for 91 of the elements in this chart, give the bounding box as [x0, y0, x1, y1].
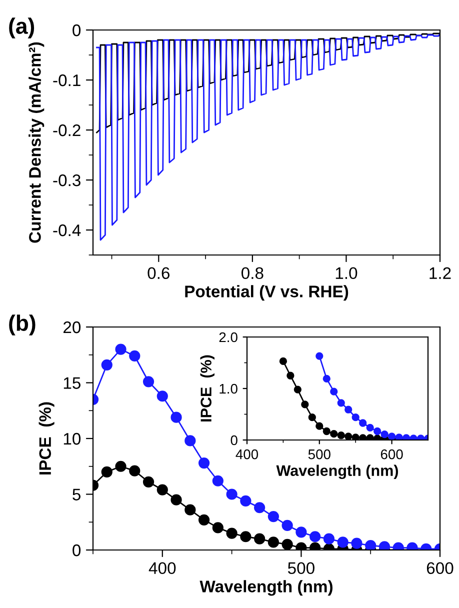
point [330, 388, 338, 396]
point [129, 465, 140, 476]
x-axis-title: Wavelength (nm) [200, 580, 332, 596]
point [366, 434, 374, 440]
x-axis-title: Potential (V vs. RHE) [185, 285, 348, 301]
point [337, 399, 345, 407]
point [352, 414, 360, 422]
point [365, 540, 376, 550]
x-tick-label: 1.0 [336, 267, 358, 280]
y-tick-label: 15 [64, 377, 80, 389]
point [282, 538, 293, 550]
line-series [96, 34, 440, 241]
point [337, 536, 348, 548]
chart-title: (b) [9, 314, 36, 336]
point [142, 476, 154, 488]
point [359, 419, 367, 427]
y-tick-label: 0 [72, 544, 81, 556]
point [310, 531, 321, 542]
point [184, 435, 196, 446]
point [344, 406, 352, 414]
x-tick-label: 500 [308, 449, 330, 460]
y-tick-label: 10 [64, 432, 81, 445]
x-tick-label: 0.8 [242, 267, 264, 280]
x-tick-label: 600 [380, 449, 403, 460]
point [330, 430, 338, 438]
point [316, 352, 324, 360]
y-axis-title: Current Density (mA/cm²) [28, 42, 44, 243]
x-tick-label: 500 [288, 562, 314, 574]
point [378, 541, 390, 550]
point [301, 400, 309, 408]
x-tick-label: 1.2 [430, 267, 451, 279]
point [323, 533, 335, 544]
y-tick-label: 20 [63, 321, 81, 334]
y-tick-label: 5 [72, 488, 80, 500]
y-tick-label: 1.0 [220, 384, 238, 394]
point [351, 538, 362, 549]
point [240, 495, 252, 506]
point [212, 522, 224, 534]
point [352, 434, 360, 440]
point [322, 374, 330, 383]
x-tick-label: 600 [426, 562, 454, 574]
point [366, 424, 374, 432]
y-tick-label: -0.2 [53, 124, 80, 136]
point [101, 359, 112, 370]
chart-title: (a) [9, 18, 34, 38]
y-axis-title: IPCE (%) [38, 402, 54, 474]
point [388, 432, 396, 440]
point [296, 526, 307, 538]
point [254, 533, 266, 544]
y-tick-label: -0.4 [53, 224, 81, 236]
point [129, 350, 140, 362]
y-axis-title: IPCE (%) [200, 355, 214, 422]
point [337, 432, 345, 440]
x-axis-title: Wavelength (nm) [276, 464, 398, 480]
point [115, 344, 126, 355]
point [212, 475, 224, 486]
point [322, 427, 330, 436]
point [308, 414, 316, 422]
y-tick-label: -0.3 [53, 174, 80, 186]
point [316, 422, 324, 430]
point [268, 536, 279, 548]
point [286, 372, 294, 380]
point [226, 528, 238, 539]
y-tick-label: 0 [230, 435, 238, 446]
point [268, 510, 279, 522]
y-tick-label: 0 [72, 24, 81, 36]
point [380, 430, 388, 438]
point [184, 504, 196, 516]
point [279, 357, 288, 366]
point [226, 488, 238, 500]
point [170, 494, 182, 506]
point [156, 390, 168, 402]
x-tick-label: 400 [236, 449, 258, 460]
y-tick-label: -0.1 [53, 74, 80, 86]
point [254, 502, 266, 514]
point [198, 514, 210, 526]
point [240, 531, 252, 542]
point [198, 457, 210, 469]
point [170, 412, 182, 423]
x-tick-label: 400 [148, 562, 176, 574]
point [101, 466, 112, 478]
point [294, 386, 302, 394]
point [115, 460, 126, 472]
point [344, 432, 352, 440]
point [142, 376, 154, 388]
point [374, 427, 382, 436]
point [156, 484, 168, 496]
point [282, 520, 293, 532]
point [359, 434, 367, 440]
y-tick-label: 2.0 [219, 332, 238, 342]
x-tick-label: 0.6 [148, 267, 170, 280]
